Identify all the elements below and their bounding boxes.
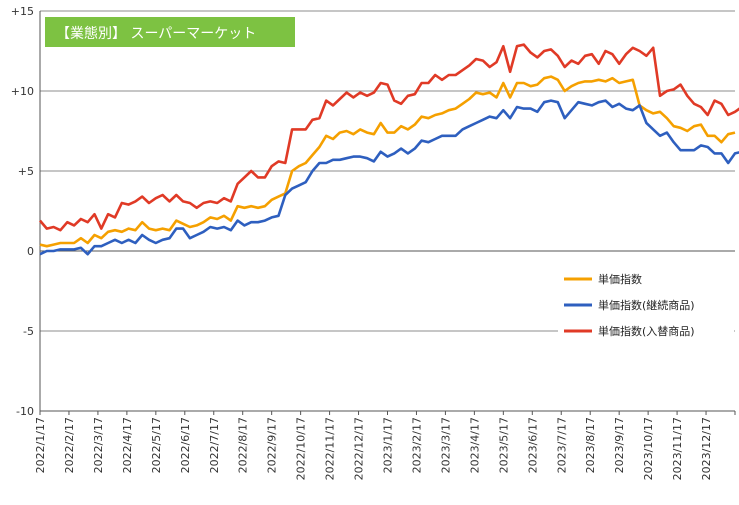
series-line-0 [39, 75, 736, 248]
x-tick-label: 2023/12/17 [700, 417, 713, 480]
y-tick-labels: +15 +10 +5 0 -5 -10 [11, 5, 34, 418]
x-tick-label: 2023/3/17 [439, 417, 452, 473]
chart-title-box: 【業態別】 スーパーマーケット [45, 17, 295, 47]
x-tick-label: 2023/8/17 [584, 417, 597, 473]
axes [39, 11, 736, 415]
y-tick-label: +10 [11, 85, 34, 98]
legend-bg [558, 321, 734, 341]
x-tick-label: 2022/6/17 [179, 417, 192, 473]
x-tick-label: 2023/10/17 [642, 417, 655, 480]
series-lines [39, 43, 739, 256]
y-tick-label: +5 [18, 165, 34, 178]
x-tick-label: 2022/11/17 [324, 417, 337, 480]
x-tick-label: 2022/2/17 [63, 417, 76, 473]
x-tick-label: 2023/5/17 [497, 417, 510, 473]
series-line-2 [39, 43, 739, 232]
x-tick-label: 2022/3/17 [92, 417, 105, 473]
legend-label-1: 単価指数(継続商品) [598, 298, 695, 312]
chart-title: 【業態別】 スーパーマーケット [56, 26, 256, 42]
x-tick-label: 2023/9/17 [613, 417, 626, 473]
y-tick-label: +15 [11, 5, 34, 18]
y-tick-label: -10 [16, 405, 34, 418]
x-tick-label: 2022/10/17 [295, 417, 308, 480]
x-tick-label: 2022/8/17 [237, 417, 250, 473]
x-tick-label: 2023/2/17 [410, 417, 423, 473]
x-tick-label: 2023/4/17 [468, 417, 481, 473]
series-line-1 [39, 99, 739, 256]
x-tick-label: 2023/6/17 [526, 417, 539, 473]
x-tick-label: 2022/4/17 [121, 417, 134, 473]
grid-lines [40, 10, 735, 412]
x-tick-label: 2023/1/17 [382, 417, 395, 473]
x-tick-label: 2023/7/17 [555, 417, 568, 473]
x-tick-label: 2023/11/17 [671, 417, 684, 480]
x-tick-label: 2022/12/17 [353, 417, 366, 480]
legend-label-0: 単価指数 [598, 272, 642, 286]
y-tick-label: -5 [23, 325, 34, 338]
x-tick-label: 2022/1/17 [34, 417, 47, 473]
legend-bg [558, 295, 698, 315]
x-tick-label: 2022/5/17 [150, 417, 163, 473]
x-tick-label: 2022/9/17 [266, 417, 279, 473]
y-tick-label: 0 [27, 245, 34, 258]
legend-bg [558, 269, 693, 289]
x-tick-labels: 2022/1/17 2022/2/17 2022/3/17 2022/4/17 2022… [34, 417, 713, 480]
legend-label-2: 単価指数(入替商品) [598, 324, 695, 338]
x-tick-label: 2022/7/17 [208, 417, 221, 473]
